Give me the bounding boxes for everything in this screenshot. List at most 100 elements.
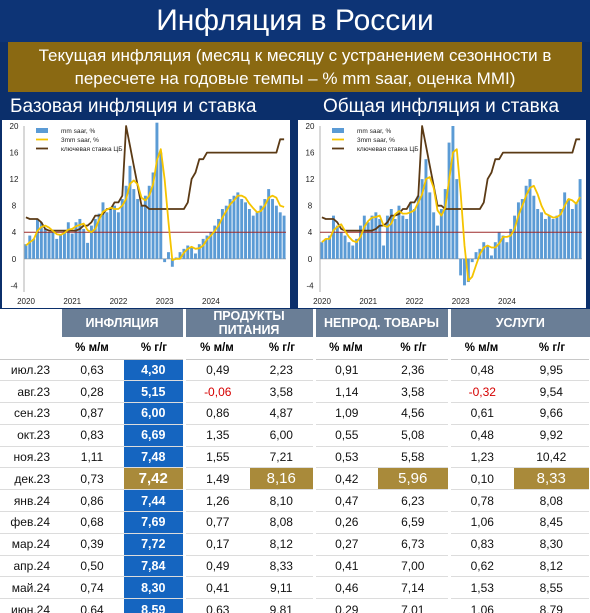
chart0-bar: [255, 212, 259, 259]
chart1-y-tick-label: 8: [308, 202, 313, 211]
chart1-bar: [439, 209, 443, 259]
table-cell: 7,21: [250, 446, 316, 469]
chart1-y-tick-label: 0: [308, 255, 313, 264]
chart1-bar: [370, 215, 374, 259]
chart1-bar: [328, 235, 332, 259]
chart0-bar: [105, 212, 109, 259]
table-cell: 0,50: [60, 555, 124, 578]
table-cell: 0,62: [449, 555, 515, 578]
chart1-y-tick-label: -4: [306, 281, 314, 290]
chart0-bar: [190, 246, 194, 259]
chart0-bar: [251, 215, 255, 259]
chart1-bar: [509, 228, 513, 259]
sub-header-yy: % г/г: [250, 337, 314, 360]
table-cell: 8,33: [250, 555, 316, 578]
table-sub-header: % м/м % г/г % м/м % г/г % м/м % г/г % м/…: [0, 337, 590, 360]
table-cell: 7,42: [124, 467, 186, 491]
chart1-bar: [436, 225, 439, 259]
chart0-bar: [163, 258, 167, 263]
row-date: окт.23: [0, 424, 60, 447]
table-cell: 5,15: [124, 380, 186, 404]
table-cell: 0,83: [449, 533, 515, 556]
group-header-inflation: ИНФЛЯЦИЯ: [60, 309, 186, 337]
chart1-bar: [516, 202, 520, 259]
table-cell: 1,23: [449, 446, 515, 469]
chart1-bar: [405, 218, 409, 259]
chart0-bar: [267, 189, 271, 259]
chart0-x-tick-label: 2024: [202, 297, 220, 306]
chart0-bar: [213, 225, 217, 259]
chart0-bar: [39, 222, 43, 259]
table-cell: 0,39: [60, 533, 124, 556]
table-cell: 0,41: [314, 555, 378, 578]
table-cell: 1,06: [449, 598, 515, 613]
table-row: ноя.23 1,11 7,48 1,55 7,21 0,53 5,58 1,23 10,42: [0, 446, 590, 469]
table-cell: 7,69: [124, 511, 186, 534]
table-row: авг.23 0,28 5,15 -0,06 3,58 1,14 3,58 -0,32 9,54: [0, 380, 590, 404]
table-cell: 6,00: [124, 402, 186, 425]
table-cell: 8,10: [250, 489, 316, 513]
table-cell: 0,87: [60, 402, 124, 425]
table-cell: 0,27: [314, 533, 378, 556]
table-cell: 1,26: [184, 489, 250, 513]
chart1-bar: [366, 222, 370, 259]
chart0-bar: [124, 185, 128, 259]
table-cell: 8,12: [250, 533, 316, 556]
chart0-bar: [82, 228, 86, 259]
chart0-bar: [59, 234, 63, 259]
chart1-legend-label: ключевая ставка ЦБ: [357, 146, 418, 153]
chart0-legend-label: 3mm saar, %: [61, 137, 99, 144]
chart1-bar: [482, 242, 486, 259]
table-cell: 0,63: [60, 359, 124, 382]
table-cell: 7,01: [378, 598, 451, 613]
chart0-bar: [62, 230, 66, 259]
table-row: июл.23 0,63 4,30 0,49 2,23 0,91 2,36 0,48 9,95: [0, 359, 590, 382]
chart0-bar: [66, 222, 70, 259]
chart0-y-tick-label: 4: [12, 228, 17, 237]
table-row: июн.24 0,64 8,59 0,63 9,81 0,29 7,01 1,06 8,79: [0, 598, 590, 613]
chart0-bar: [186, 245, 190, 259]
chart1-y-tick-label: 16: [306, 149, 315, 158]
headline-chart-title: Общая инфляция и ставка: [323, 96, 560, 117]
sub-header-mm: % м/м: [184, 337, 250, 360]
chart0-avg-line: [25, 148, 285, 262]
row-date: апр.24: [0, 555, 60, 578]
table-cell: 1,35: [184, 424, 250, 447]
headline-inflation-chart: -4 0 4 8 12 16 20 2020 2021 2022 2023 2024 mm saar, …: [298, 120, 586, 308]
table-cell: 2,23: [250, 359, 316, 382]
table-cell: 9,92: [514, 424, 590, 447]
chart1-x-tick-label: 2022: [406, 297, 424, 306]
chart1-bar: [486, 245, 490, 259]
chart0-rate-line: [25, 125, 285, 232]
table-cell: 3,58: [250, 380, 316, 404]
chart0-bar: [51, 230, 55, 259]
chart0-bar: [220, 209, 224, 259]
table-cell: 0,53: [314, 446, 378, 469]
table-cell: 0,55: [314, 424, 378, 447]
chart0-bar: [93, 218, 97, 259]
chart1-bar: [382, 245, 386, 259]
chart0-y-tick-label: -4: [10, 281, 18, 290]
chart1-bar: [347, 242, 351, 259]
table-cell: 0,28: [60, 380, 124, 404]
table-cell: 9,66: [514, 402, 590, 425]
chart0-bar: [86, 242, 90, 259]
table-row: фев.24 0,68 7,69 0,77 8,08 0,26 6,59 1,06 8,45: [0, 511, 590, 534]
chart0-bar: [282, 215, 286, 259]
table-cell: 5,58: [378, 446, 451, 469]
table-cell: 3,58: [378, 380, 451, 404]
group-header-services: УСЛУГИ: [449, 309, 590, 337]
chart1-bar: [378, 218, 382, 259]
table-cell: 7,14: [378, 576, 451, 600]
chart1-bar: [513, 215, 517, 259]
row-date: июл.23: [0, 359, 60, 382]
chart0-y-tick-label: 20: [10, 122, 19, 131]
table-cell: 0,49: [184, 555, 250, 578]
chart1-x-tick-label: 2023: [452, 297, 470, 306]
table-cell: -0,32: [449, 380, 515, 404]
chart1-bar: [497, 232, 501, 259]
chart1-bar: [524, 185, 528, 259]
table-cell: 8,55: [514, 576, 590, 600]
chart1-bar: [474, 252, 478, 259]
chart0-bar: [278, 212, 282, 259]
